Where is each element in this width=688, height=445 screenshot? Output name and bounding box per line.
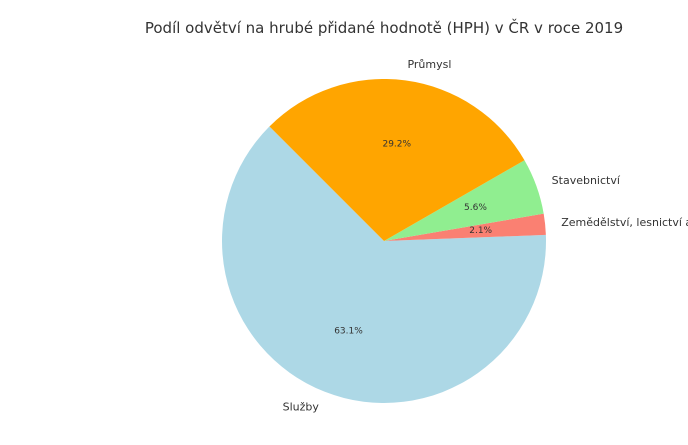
slice-percent-prumysl: 29.2%	[382, 140, 411, 150]
slice-label-prumysl: Průmysl	[407, 58, 451, 71]
pie-slices	[222, 79, 547, 403]
pie-slice-sluzby	[222, 126, 547, 403]
slice-label-stavebnictvi: Stavebnictví	[552, 174, 621, 187]
pie-slice-prumysl	[269, 79, 525, 242]
slice-percent-zemedelstvi-lesnictvi-a-rybarstvi: 2.1%	[469, 226, 492, 236]
slice-label-sluzby: Služby	[283, 400, 320, 413]
pie-slice-zemedelstvi-lesnictvi-a-rybarstvi	[384, 213, 546, 241]
pie-labels: Služby 63.1% Zemědělství, lesnictví a rybá…	[283, 58, 688, 414]
slice-label-zemedelstvi-lesnictvi-a-rybarstvi: Zemědělství, lesnictví a rybářství	[561, 216, 688, 229]
pie-slice-stavebnictvi	[384, 160, 544, 241]
slice-percent-sluzby: 63.1%	[334, 326, 363, 336]
chart-title: Podíl odvětví na hrubé přidané hodnotě (…	[145, 18, 623, 37]
slice-percent-stavebnictvi: 5.6%	[464, 203, 487, 213]
